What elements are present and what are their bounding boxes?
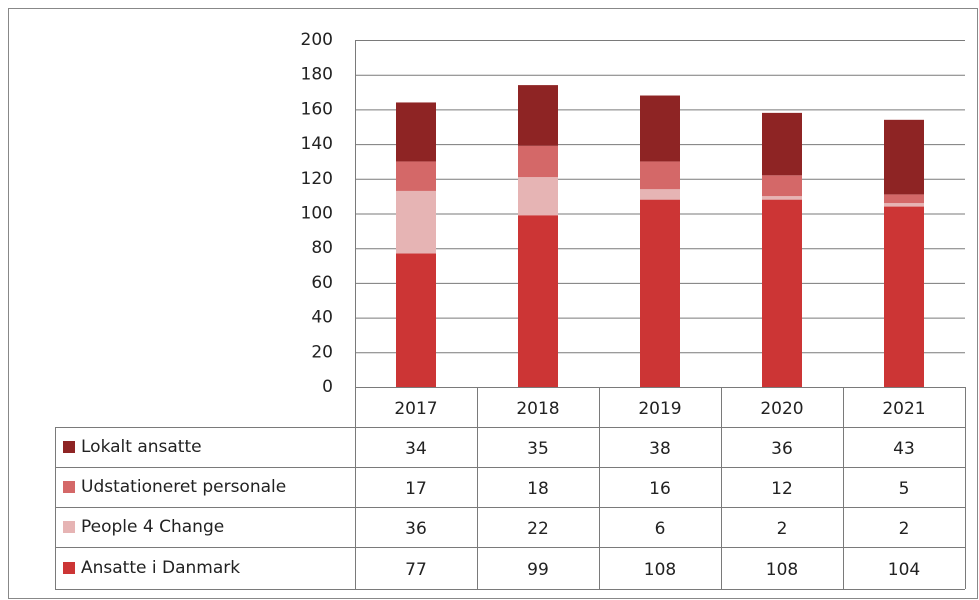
table-value: 108 — [766, 560, 798, 580]
table-value: 36 — [771, 439, 793, 459]
chart-border — [8, 8, 978, 599]
table-value: 35 — [527, 439, 549, 459]
y-tick-label: 120 — [301, 169, 333, 189]
bar-segment — [396, 253, 436, 387]
table-value: 36 — [405, 519, 427, 539]
x-tick-label: 2017 — [394, 399, 437, 419]
table-value: 5 — [899, 479, 910, 499]
y-tick-label: 200 — [301, 30, 333, 50]
bar-segment — [518, 85, 558, 146]
table-value: 77 — [405, 560, 427, 580]
table-value: 104 — [888, 560, 920, 580]
x-tick-label: 2021 — [882, 399, 925, 419]
table-value: 34 — [405, 439, 427, 459]
table-value: 2 — [899, 519, 910, 539]
legend-label: Ansatte i Danmark — [81, 558, 240, 578]
table-value: 108 — [644, 560, 676, 580]
bar-segment — [884, 119, 924, 195]
table-value: 6 — [655, 519, 666, 539]
bar-segment — [762, 175, 802, 197]
bar-segment — [396, 190, 436, 254]
table-value: 99 — [527, 560, 549, 580]
y-tick-label: 20 — [311, 342, 333, 362]
bar-segment — [640, 95, 680, 162]
y-tick-label: 80 — [311, 238, 333, 258]
y-tick-label: 40 — [311, 308, 333, 328]
y-tick-label: 180 — [301, 65, 333, 85]
table-value: 43 — [893, 439, 915, 459]
bar-segment — [640, 199, 680, 387]
y-tick-label: 100 — [301, 204, 333, 224]
x-tick-label: 2018 — [516, 399, 559, 419]
bar-segment — [884, 206, 924, 387]
legend-swatch — [63, 562, 75, 574]
bar-segment — [884, 194, 924, 204]
y-tick-label: 140 — [301, 134, 333, 154]
y-tick-label: 160 — [301, 99, 333, 119]
table-value: 22 — [527, 519, 549, 539]
bar-segment — [884, 203, 924, 207]
table-value: 16 — [649, 479, 671, 499]
bar-segment — [518, 177, 558, 216]
y-tick-label: 0 — [322, 377, 333, 397]
bar-segment — [396, 161, 436, 191]
legend-swatch — [63, 441, 75, 453]
legend-swatch — [63, 481, 75, 493]
legend-label: Udstationeret personale — [81, 477, 286, 497]
bar-segment — [762, 199, 802, 387]
table-value: 12 — [771, 479, 793, 499]
table-value: 18 — [527, 479, 549, 499]
table-value: 17 — [405, 479, 427, 499]
x-tick-label: 2019 — [638, 399, 681, 419]
x-tick-label: 2020 — [760, 399, 803, 419]
table-value: 38 — [649, 439, 671, 459]
legend-label: People 4 Change — [81, 517, 224, 537]
bar-segment — [762, 112, 802, 176]
y-tick-label: 60 — [311, 273, 333, 293]
bar-segment — [762, 196, 802, 200]
bar-segment — [640, 161, 680, 190]
bar-segment — [518, 215, 558, 387]
legend-label: Lokalt ansatte — [81, 437, 202, 457]
bar-segment — [518, 145, 558, 178]
table-value: 2 — [777, 519, 788, 539]
bar-segment — [396, 102, 436, 162]
legend-swatch — [63, 521, 75, 533]
bar-segment — [640, 189, 680, 200]
